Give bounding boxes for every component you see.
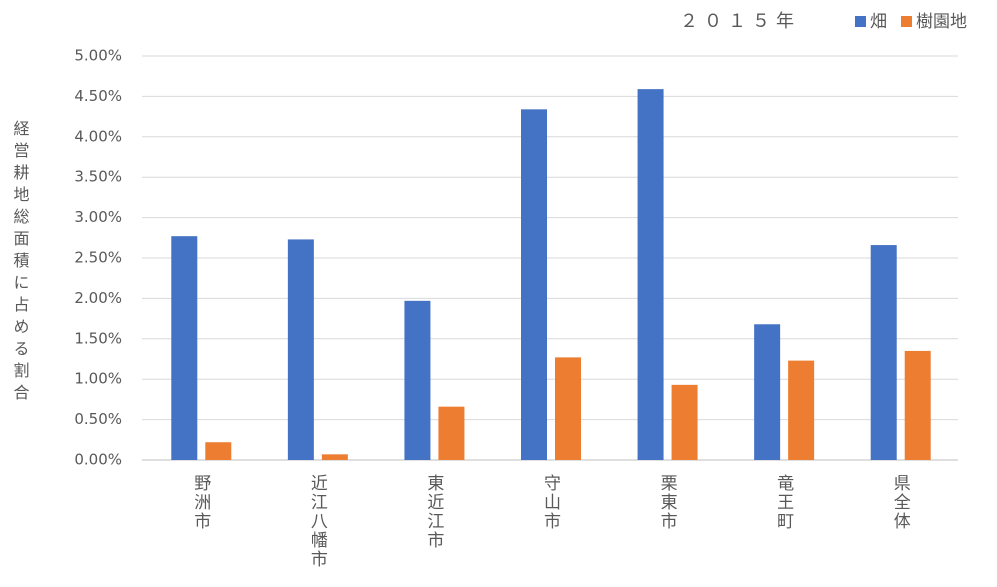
y-tick-label: 3.50% <box>74 168 122 186</box>
y-axis-label: 経営耕地総面積に占める割合 <box>11 120 30 406</box>
bar <box>671 384 698 460</box>
y-tick-label: 3.00% <box>74 208 122 226</box>
x-tick-label: 守山市 <box>540 474 561 531</box>
y-tick-label: 1.50% <box>74 329 122 347</box>
bar <box>904 350 931 460</box>
bar <box>205 442 232 460</box>
bar <box>870 245 897 460</box>
y-tick-label: 2.50% <box>74 249 122 267</box>
x-tick-label: 栗東市 <box>657 474 678 531</box>
bar <box>754 324 781 460</box>
legend-label: 畑 <box>870 12 887 32</box>
chart-title: ２０１５年 <box>680 11 800 32</box>
legend-label: 樹園地 <box>916 12 967 32</box>
bar <box>637 89 664 461</box>
x-tick-label: 東近江市 <box>423 474 444 550</box>
y-tick-label: 1.00% <box>74 370 122 388</box>
bar <box>555 357 581 460</box>
x-tick-label: 県全体 <box>890 474 911 531</box>
x-tick-label: 竜王町 <box>773 474 794 531</box>
bar <box>287 239 314 460</box>
y-tick-label: 4.50% <box>74 87 122 105</box>
bar <box>788 360 815 460</box>
y-tick-label: 5.00% <box>74 47 122 65</box>
bar <box>404 300 431 460</box>
y-tick-label: 4.00% <box>74 127 122 145</box>
bar <box>521 109 547 460</box>
bar <box>438 406 465 460</box>
x-tick-label: 近江八幡市 <box>307 474 328 569</box>
x-tick-label: 野洲市 <box>190 474 211 531</box>
legend-swatch <box>901 16 912 27</box>
y-tick-label: 0.50% <box>74 410 122 428</box>
y-tick-label: 2.00% <box>74 289 122 307</box>
bar <box>321 454 348 460</box>
bar <box>171 236 198 460</box>
y-tick-label: 0.00% <box>74 451 122 469</box>
legend-swatch <box>855 16 866 27</box>
